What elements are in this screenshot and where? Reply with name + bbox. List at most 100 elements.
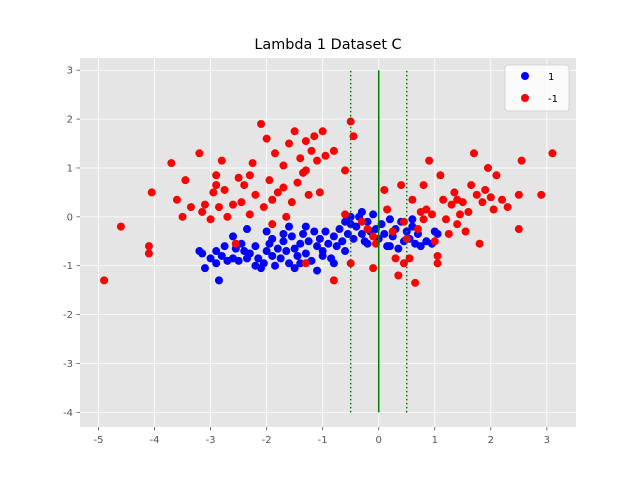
point-series-2 <box>265 176 274 185</box>
legend-marker-series-2 <box>521 94 529 102</box>
point-series-2 <box>402 234 411 243</box>
point-series-1 <box>229 232 238 241</box>
point-series-2 <box>296 154 305 163</box>
x-tick-label: 3 <box>544 435 550 446</box>
point-series-2 <box>245 210 254 219</box>
point-series-1 <box>363 239 372 248</box>
point-series-2 <box>489 205 498 214</box>
point-series-2 <box>405 254 414 263</box>
point-series-2 <box>181 176 190 185</box>
point-series-2 <box>391 254 400 263</box>
point-series-2 <box>178 212 187 221</box>
point-series-2 <box>287 198 296 207</box>
point-series-2 <box>223 212 232 221</box>
y-tick-label: -4 <box>63 408 73 419</box>
point-series-2 <box>220 185 229 194</box>
x-tick-label: 2 <box>488 435 494 446</box>
point-series-1 <box>301 222 310 231</box>
point-series-2 <box>408 195 417 204</box>
point-series-1 <box>310 227 319 236</box>
x-tick-label: 0 <box>376 435 382 446</box>
point-series-2 <box>273 188 282 197</box>
point-series-2 <box>486 193 495 202</box>
point-series-1 <box>371 225 380 234</box>
x-tick-label: 1 <box>432 435 438 446</box>
point-series-1 <box>251 242 260 251</box>
point-series-2 <box>262 134 271 143</box>
point-series-1 <box>335 225 344 234</box>
point-series-2 <box>293 178 302 187</box>
point-series-2 <box>212 181 221 190</box>
point-series-2 <box>441 215 450 224</box>
legend-label-series-1: 1 <box>548 72 554 83</box>
point-series-1 <box>341 247 350 256</box>
point-series-2 <box>413 225 422 234</box>
point-series-2 <box>285 139 294 148</box>
point-series-1 <box>385 242 394 251</box>
point-series-1 <box>385 215 394 224</box>
point-series-2 <box>453 220 462 229</box>
point-series-2 <box>383 205 392 214</box>
point-series-2 <box>301 166 310 175</box>
point-series-2 <box>329 276 338 285</box>
point-series-2 <box>200 200 209 209</box>
point-series-1 <box>343 229 352 238</box>
point-series-1 <box>243 225 252 234</box>
point-series-2 <box>422 205 431 214</box>
point-series-2 <box>279 161 288 170</box>
point-series-1 <box>301 249 310 258</box>
point-series-1 <box>276 254 285 263</box>
point-series-2 <box>329 146 338 155</box>
y-tick-label: -1 <box>63 261 73 272</box>
point-series-1 <box>259 259 268 268</box>
point-series-2 <box>411 278 420 287</box>
point-series-1 <box>237 239 246 248</box>
point-series-2 <box>195 149 204 158</box>
point-series-2 <box>237 198 246 207</box>
point-series-2 <box>282 212 291 221</box>
point-series-1 <box>296 239 305 248</box>
point-series-2 <box>206 215 215 224</box>
point-series-1 <box>254 254 263 263</box>
point-series-1 <box>262 247 271 256</box>
point-series-1 <box>220 242 229 251</box>
point-series-1 <box>251 261 260 270</box>
point-series-1 <box>377 220 386 229</box>
point-series-1 <box>290 244 299 253</box>
point-series-2 <box>514 190 523 199</box>
point-series-1 <box>304 237 313 246</box>
point-series-2 <box>394 271 403 280</box>
point-series-1 <box>408 215 417 224</box>
point-series-2 <box>307 146 316 155</box>
point-series-1 <box>380 229 389 238</box>
point-series-2 <box>419 215 428 224</box>
point-series-1 <box>279 229 288 238</box>
point-series-1 <box>290 264 299 273</box>
point-series-2 <box>346 117 355 126</box>
x-tick-label: -3 <box>206 435 216 446</box>
point-series-1 <box>338 237 347 246</box>
point-series-1 <box>296 259 305 268</box>
point-series-2 <box>271 149 280 158</box>
point-series-2 <box>464 207 473 216</box>
point-series-1 <box>329 259 338 268</box>
point-series-2 <box>388 227 397 236</box>
point-series-2 <box>425 156 434 165</box>
point-series-2 <box>318 127 327 136</box>
point-series-2 <box>257 119 266 128</box>
legend-label-series-2: -1 <box>548 94 558 105</box>
point-series-1 <box>287 232 296 241</box>
point-series-2 <box>100 276 109 285</box>
point-series-2 <box>341 166 350 175</box>
y-tick-label: 1 <box>67 163 73 174</box>
point-series-2 <box>172 195 181 204</box>
point-series-1 <box>433 229 442 238</box>
point-series-2 <box>450 188 459 197</box>
point-series-2 <box>341 210 350 219</box>
point-series-2 <box>439 195 448 204</box>
point-series-1 <box>212 259 221 268</box>
point-series-1 <box>285 222 294 231</box>
point-series-1 <box>198 249 207 258</box>
point-series-1 <box>363 217 372 226</box>
